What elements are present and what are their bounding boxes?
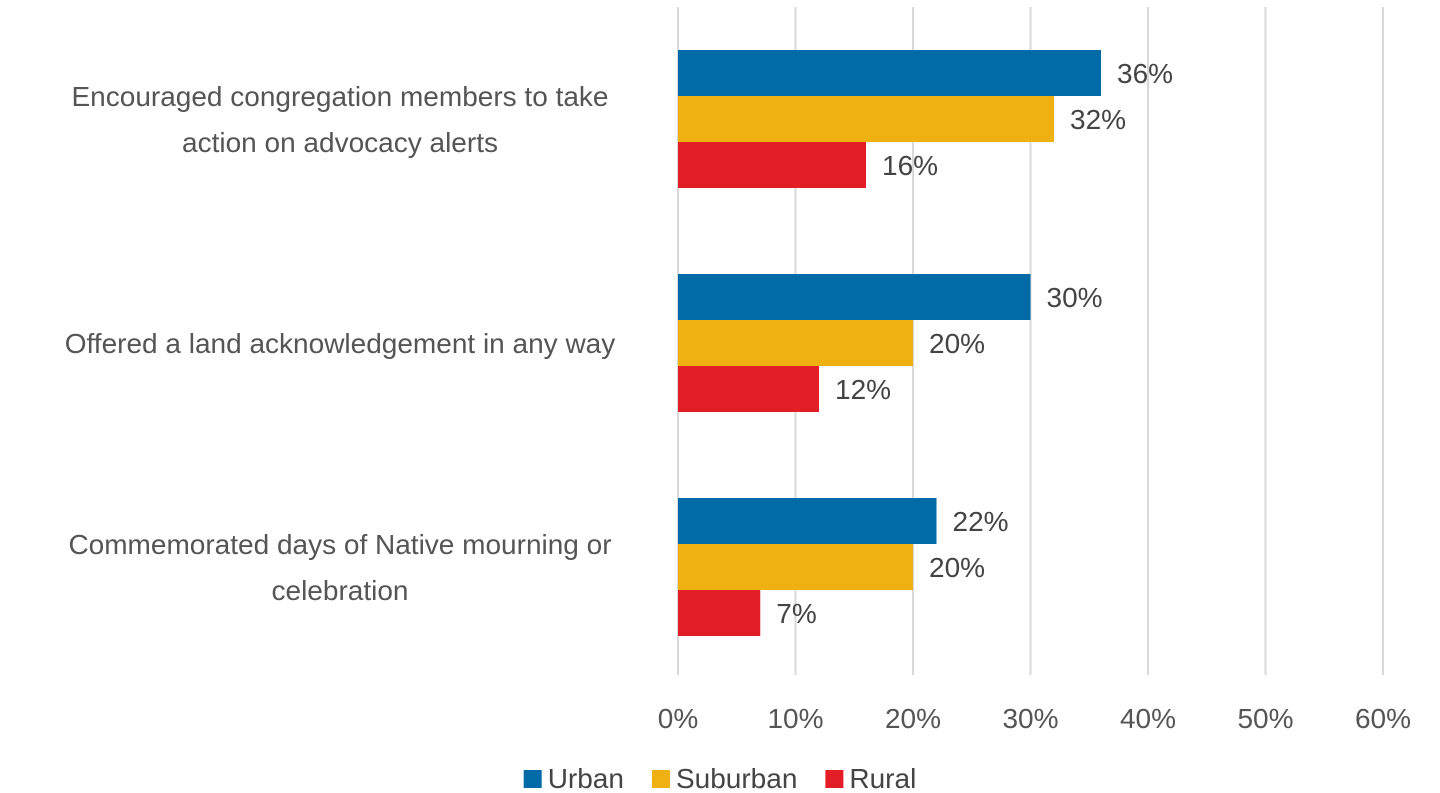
- bars: [678, 50, 1101, 636]
- bar-rural: [678, 590, 761, 636]
- data-label: 12%: [835, 374, 891, 405]
- x-tick-label: 50%: [1237, 703, 1293, 734]
- legend-label-urban: Urban: [548, 763, 624, 793]
- x-tick-label: 40%: [1120, 703, 1176, 734]
- bar-urban: [678, 498, 937, 544]
- category-labels: Encouraged congregation members to take a…: [65, 81, 615, 606]
- x-axis-ticks: 0% 10% 20% 30% 40% 50% 60%: [658, 703, 1411, 734]
- data-label: 22%: [953, 506, 1009, 537]
- data-label: 20%: [929, 552, 985, 583]
- x-tick-label: 20%: [885, 703, 941, 734]
- category-label: Offered a land acknowledgement in any wa…: [65, 328, 615, 359]
- bar-suburban: [678, 544, 913, 590]
- bar-suburban: [678, 320, 913, 366]
- data-label: 36%: [1117, 58, 1173, 89]
- category-label: Encouraged congregation members to take a…: [72, 81, 609, 158]
- bar-urban: [678, 274, 1031, 320]
- data-label: 7%: [776, 598, 816, 629]
- bar-urban: [678, 50, 1101, 96]
- x-tick-label: 10%: [767, 703, 823, 734]
- data-label: 20%: [929, 328, 985, 359]
- legend-swatch-suburban: [651, 770, 670, 788]
- data-label: 32%: [1070, 104, 1126, 135]
- legend-swatch-rural: [825, 770, 844, 788]
- legend-swatch-urban: [523, 770, 542, 788]
- x-tick-label: 0%: [658, 703, 698, 734]
- legend-label-suburban: Suburban: [676, 763, 797, 793]
- data-label: 30%: [1047, 282, 1103, 313]
- data-label: 16%: [882, 150, 938, 181]
- category-label: Commemorated days of Native mourning or c…: [68, 529, 611, 606]
- bar-rural: [678, 366, 819, 412]
- bar-rural: [678, 142, 866, 188]
- x-tick-label: 60%: [1355, 703, 1411, 734]
- x-tick-label: 30%: [1002, 703, 1058, 734]
- legend: Urban Suburban Rural: [523, 763, 916, 793]
- legend-label-rural: Rural: [849, 763, 916, 793]
- bar-suburban: [678, 96, 1054, 142]
- data-labels: 36% 30% 22% 32% 20% 20% 16% 12% 7%: [776, 58, 1173, 629]
